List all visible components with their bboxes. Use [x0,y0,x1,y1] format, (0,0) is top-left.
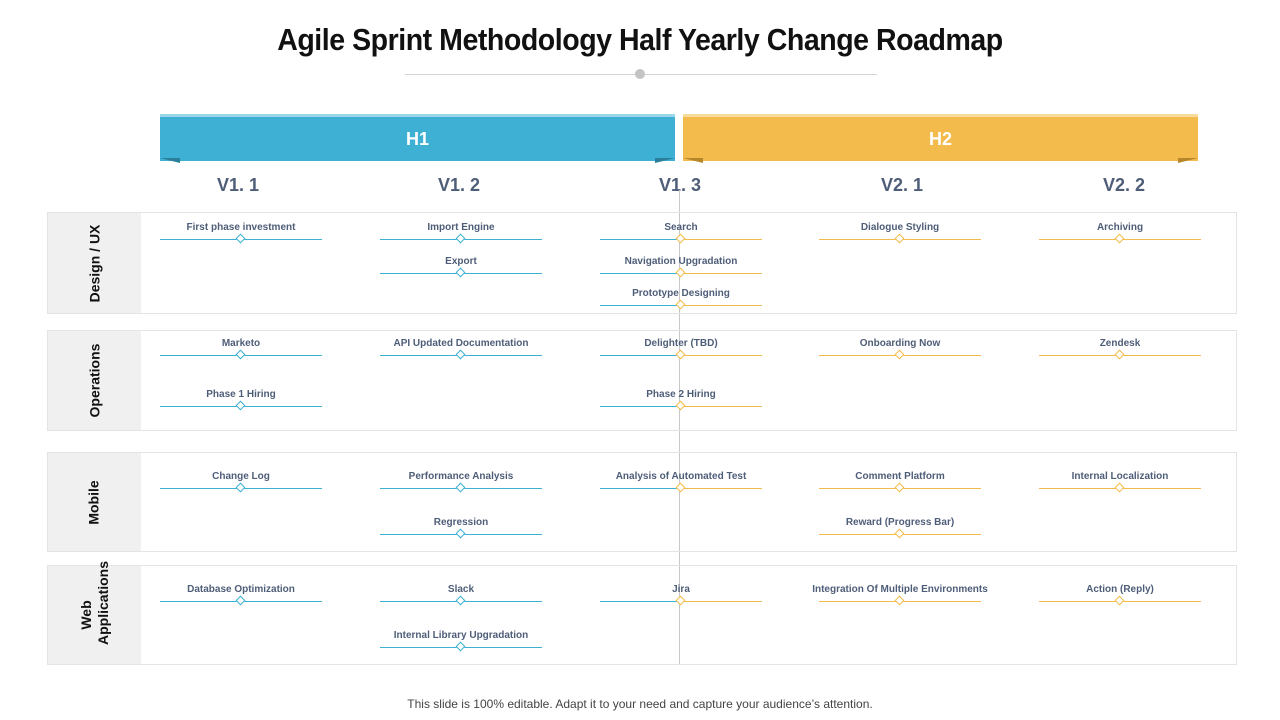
version-label-v2-1: V2. 1 [880,175,924,195]
roadmap-item-label: Import Engine [427,222,495,233]
roadmap-item-label: Navigation Upgradation [624,256,738,267]
roadmap-item: Import Engine [380,222,542,244]
banner-h1-fold-left [160,158,180,163]
roadmap-item-line-h1 [600,239,681,240]
roadmap-item-label: First phase investment [186,222,296,233]
roadmap-item: Onboarding Now [819,338,981,360]
row-label: Design / UX [85,224,102,302]
row-label-box: Design / UX [48,213,141,313]
roadmap-item-line-h1 [600,601,681,602]
roadmap-item-label: Database Optimization [187,584,295,595]
roadmap-item-label: Change Log [212,471,270,482]
roadmap-item-label: Prototype Designing [632,288,730,299]
roadmap-item-label: Internal Localization [1071,471,1169,482]
roadmap-item-label: Archiving [1096,222,1144,233]
roadmap-item-line-h2 [681,406,762,407]
row-web-applications: Web Applications [47,560,1237,665]
roadmap-item-label: Onboarding Now [859,338,941,349]
roadmap-item: Internal Library Upgradation [380,630,542,652]
row-label: Mobile [86,479,102,525]
row-design-ux: Design / UX [47,212,1237,314]
roadmap-item-label: API Updated Documentation [393,338,529,349]
roadmap-item-line-h2 [681,355,762,356]
banner-h2-fold-right [1178,158,1198,163]
roadmap-item: Phase 2 Hiring [600,389,762,411]
roadmap-item-label: Internal Library Upgradation [393,630,529,641]
roadmap-item: Database Optimization [160,584,322,606]
timeline-divider [679,190,680,665]
version-label-v1-3: V1. 3 [658,175,702,195]
roadmap-item: Performance Analysis [380,471,542,493]
roadmap-item: Archiving [1039,222,1201,244]
page-title: Agile Sprint Methodology Half Yearly Cha… [277,22,1003,57]
roadmap-item-label: Reward (Progress Bar) [845,517,955,528]
roadmap-item: Marketo [160,338,322,360]
row-mobile: Mobile [47,452,1237,552]
roadmap-item-line-h1 [600,355,681,356]
roadmap-item-line-h2 [681,305,762,306]
row-label-box: Operations [48,331,141,430]
roadmap-item: Zendesk [1039,338,1201,360]
roadmap-item-label: Marketo [221,338,261,349]
roadmap-item: Regression [380,517,542,539]
roadmap-item-line-h1 [600,305,681,306]
version-label-v1-2: V1. 2 [437,175,481,195]
banner-h1: H1 [160,114,675,161]
roadmap-item: Reward (Progress Bar) [819,517,981,539]
roadmap-item: Search [600,222,762,244]
roadmap-item-label: Phase 2 Hiring [646,389,716,400]
row-label-box: Mobile [48,453,141,551]
title-underline-dot [635,69,645,79]
row-label: Web Applications [77,560,111,645]
roadmap-item-label: Slack [447,584,475,595]
roadmap-item: Slack [380,584,542,606]
roadmap-item-label: Comment Platform [855,471,945,482]
roadmap-item-line-h1 [600,273,681,274]
roadmap-item: Prototype Designing [600,288,762,310]
roadmap-item-label: Performance Analysis [408,471,514,482]
roadmap-item-label: Integration Of Multiple Environments [812,584,988,595]
roadmap-item-label: Regression [433,517,489,528]
roadmap-item-label: Jira [672,584,690,595]
row-operations: Operations [47,330,1237,431]
roadmap-item: Analysis of Automated Test [600,471,762,493]
roadmap-item: Dialogue Styling [819,222,981,244]
roadmap-item-line-h2 [681,601,762,602]
row-label: Operations [86,343,102,418]
roadmap-item-line-h1 [600,488,681,489]
roadmap-item-label: Search [664,222,698,233]
roadmap-item: Jira [600,584,762,606]
roadmap-item: Phase 1 Hiring [160,389,322,411]
roadmap-item-label: Analysis of Automated Test [615,471,747,482]
roadmap-item: Action (Reply) [1039,584,1201,606]
roadmap-item: First phase investment [160,222,322,244]
roadmap-item-label: Action (Reply) [1086,584,1154,595]
banner-h1-fold-right [655,158,675,163]
roadmap-item-label: Zendesk [1099,338,1141,349]
roadmap-item-label: Export [445,256,477,267]
roadmap-item-label: Delighter (TBD) [644,338,718,349]
row-label-box: Web Applications [48,560,141,664]
roadmap-item: Internal Localization [1039,471,1201,493]
version-label-v1-1: V1. 1 [216,175,260,195]
roadmap-item: Integration Of Multiple Environments [812,584,988,606]
banner-h2: H2 [683,114,1198,161]
roadmap-item-line-h1 [600,406,681,407]
roadmap-item: Navigation Upgradation [600,256,762,278]
banner-h2-fold-left [683,158,703,163]
roadmap-item-line-h2 [681,239,762,240]
roadmap-item: Change Log [160,471,322,493]
roadmap-item: Delighter (TBD) [600,338,762,360]
roadmap-item-line-h2 [681,273,762,274]
roadmap-item-line-h2 [681,488,762,489]
roadmap-item-label: Phase 1 Hiring [206,389,276,400]
roadmap-item: Export [380,256,542,278]
version-label-v2-2: V2. 2 [1102,175,1146,195]
roadmap-item-label: Dialogue Styling [860,222,940,233]
roadmap-item: API Updated Documentation [380,338,542,360]
footer-note: This slide is 100% editable. Adapt it to… [407,697,873,711]
roadmap-item: Comment Platform [819,471,981,493]
